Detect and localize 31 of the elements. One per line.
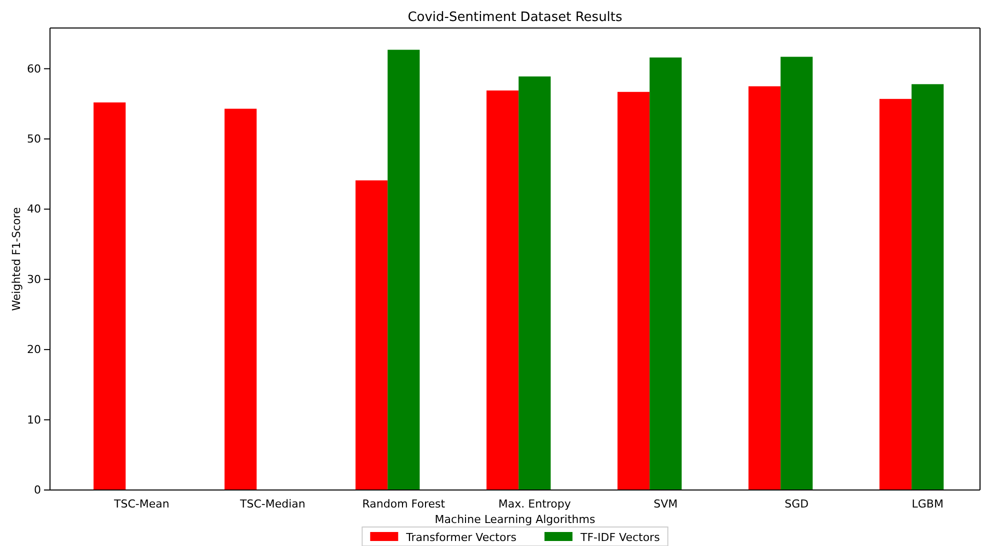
y-tick-label: 60 — [27, 62, 41, 76]
x-tick-label: SVM — [654, 497, 678, 510]
y-tick-label: 30 — [27, 272, 41, 286]
bar — [748, 86, 781, 490]
chart-title: Covid-Sentiment Dataset Results — [408, 10, 623, 25]
bar — [780, 56, 813, 490]
y-tick-label: 50 — [27, 132, 41, 146]
y-tick-label: 10 — [27, 413, 41, 426]
y-tick-label: 20 — [27, 343, 41, 356]
x-tick-label: SGD — [784, 497, 809, 510]
bar — [518, 76, 551, 490]
legend-label: Transformer Vectors — [405, 531, 517, 544]
bar — [650, 57, 682, 490]
y-axis-title: Weighted F1-Score — [10, 206, 23, 311]
bar — [486, 90, 519, 490]
x-axis-title: Machine Learning Algorithms — [434, 513, 596, 526]
x-tick-label: TSC-Mean — [113, 497, 170, 510]
legend-label: TF-IDF Vectors — [579, 531, 660, 544]
bar — [224, 108, 257, 490]
x-tick-label: Max. Entropy — [498, 497, 572, 510]
y-tick-label: 0 — [34, 484, 41, 497]
bar — [912, 84, 944, 490]
bar — [388, 50, 420, 490]
x-tick-label: LGBM — [912, 497, 944, 510]
bar — [617, 92, 650, 490]
x-tick-label: TSC-Median — [238, 497, 306, 510]
bar — [879, 98, 912, 490]
bar — [94, 102, 126, 490]
x-tick-label: Random Forest — [362, 497, 446, 510]
bar — [356, 180, 388, 490]
y-tick-label: 40 — [27, 202, 41, 216]
